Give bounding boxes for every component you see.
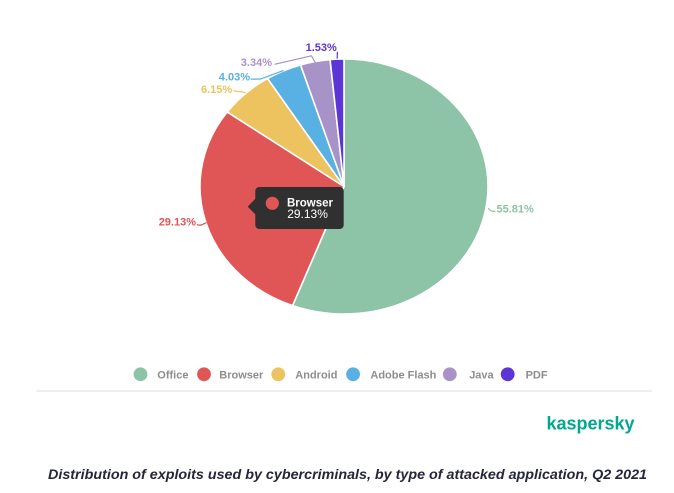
svg-text:Distribution of exploits used: Distribution of exploits used by cybercr… xyxy=(48,467,647,482)
svg-text:1.53%: 1.53% xyxy=(306,42,337,54)
svg-text:4.03%: 4.03% xyxy=(219,71,250,83)
svg-text:29.13%: 29.13% xyxy=(159,217,197,229)
svg-text:55.81%: 55.81% xyxy=(497,203,535,215)
svg-text:29.13%: 29.13% xyxy=(287,207,328,221)
svg-text:Browser: Browser xyxy=(287,198,334,210)
svg-text:PDF: PDF xyxy=(526,369,548,381)
svg-text:Browser: Browser xyxy=(219,369,264,381)
svg-text:kaspersky: kaspersky xyxy=(547,413,636,434)
svg-text:6.15%: 6.15% xyxy=(201,84,232,96)
svg-text:Adobe Flash: Adobe Flash xyxy=(370,369,436,381)
svg-text:3.34%: 3.34% xyxy=(241,57,272,69)
svg-text:Office: Office xyxy=(157,369,188,381)
svg-text:Android: Android xyxy=(295,369,337,381)
svg-text:Java: Java xyxy=(469,369,494,381)
